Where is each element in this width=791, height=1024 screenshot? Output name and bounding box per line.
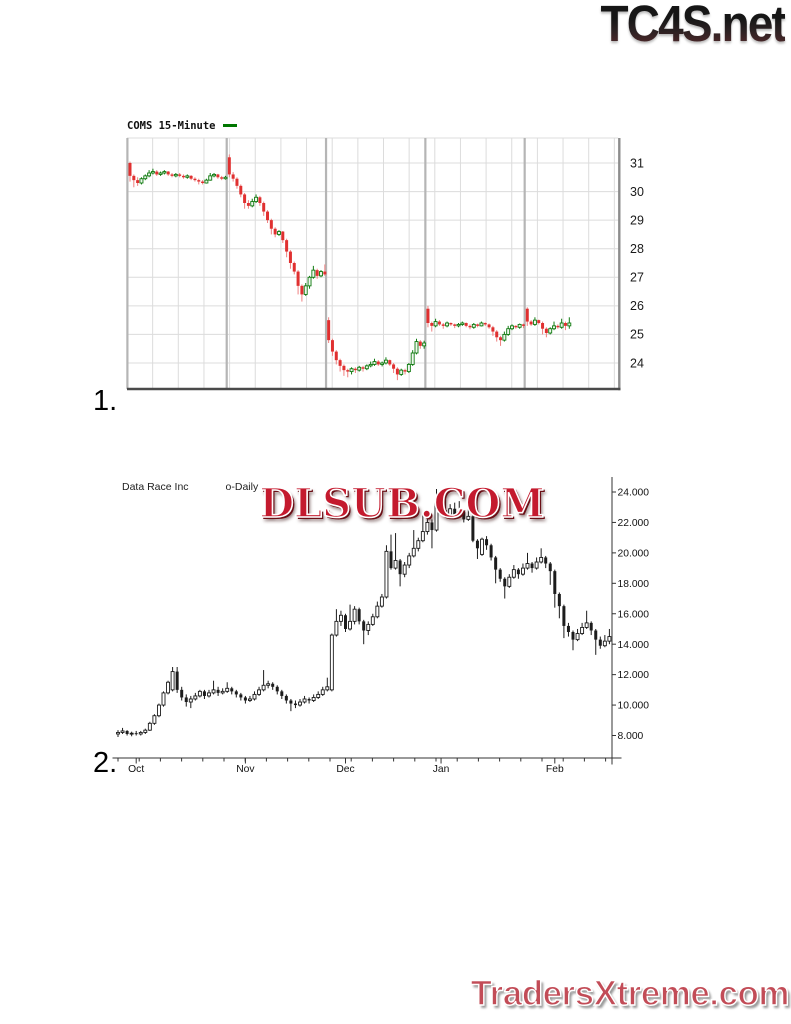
axis-label: 24.000 bbox=[618, 488, 650, 499]
chart2-series-label: o-Daily bbox=[225, 481, 259, 493]
chart2-y-axis: 24.000 22.000 20.000 18.000 16.000 14.000 12.0… bbox=[611, 477, 650, 765]
axis-label: Nov bbox=[236, 764, 255, 775]
chart1-gridlines bbox=[126, 137, 619, 389]
dlsub-watermark: DLSUB.COM bbox=[259, 480, 546, 527]
chart1-session-lines bbox=[126, 138, 526, 389]
chart1-title: COMS 15-Minute bbox=[127, 120, 237, 132]
axis-label: 26 bbox=[630, 299, 644, 313]
axis-label: 16.000 bbox=[618, 609, 650, 620]
chart1-frame bbox=[127, 138, 621, 391]
chart2-header: Data Race Inc o-Daily bbox=[122, 481, 258, 493]
tc4s-logo: TC4S.net bbox=[600, 0, 786, 53]
chart2-x-axis: Oct Nov Dec Jan Feb bbox=[112, 757, 622, 775]
figure2-label: 2. bbox=[93, 747, 118, 779]
axis-label: 10.000 bbox=[618, 701, 650, 712]
axis-label: 18.000 bbox=[618, 579, 650, 590]
axis-label: 30 bbox=[630, 185, 644, 199]
legend-dash-icon bbox=[222, 124, 237, 127]
chart2-title: Data Race Inc bbox=[122, 481, 189, 493]
axis-label: 24 bbox=[630, 356, 644, 370]
chart1-title-text: COMS 15-Minute bbox=[127, 120, 216, 132]
tradersxtreme-logo: TradersXtreme.com bbox=[470, 973, 790, 1013]
axis-label: 27 bbox=[630, 271, 644, 285]
figure1-label: 1. bbox=[93, 385, 118, 417]
axis-label: 12.000 bbox=[618, 670, 650, 681]
axis-label: Jan bbox=[433, 764, 450, 775]
axis-label: Feb bbox=[546, 764, 564, 775]
chart1-y-axis-labels: 31 30 29 28 27 26 25 24 bbox=[630, 156, 644, 370]
axis-label: 29 bbox=[630, 213, 644, 227]
axis-label: 28 bbox=[630, 242, 644, 256]
chart2-candlesticks bbox=[116, 488, 612, 738]
axis-label: Oct bbox=[128, 764, 144, 775]
chart1-candlesticks bbox=[128, 154, 572, 381]
axis-label: 8.000 bbox=[618, 731, 644, 742]
axis-label: 20.000 bbox=[618, 548, 650, 559]
axis-label: 14.000 bbox=[618, 640, 650, 651]
axis-label: 31 bbox=[630, 156, 644, 170]
axis-label: 22.000 bbox=[618, 518, 650, 529]
axis-label: 25 bbox=[630, 328, 644, 342]
axis-label: Dec bbox=[336, 764, 354, 775]
